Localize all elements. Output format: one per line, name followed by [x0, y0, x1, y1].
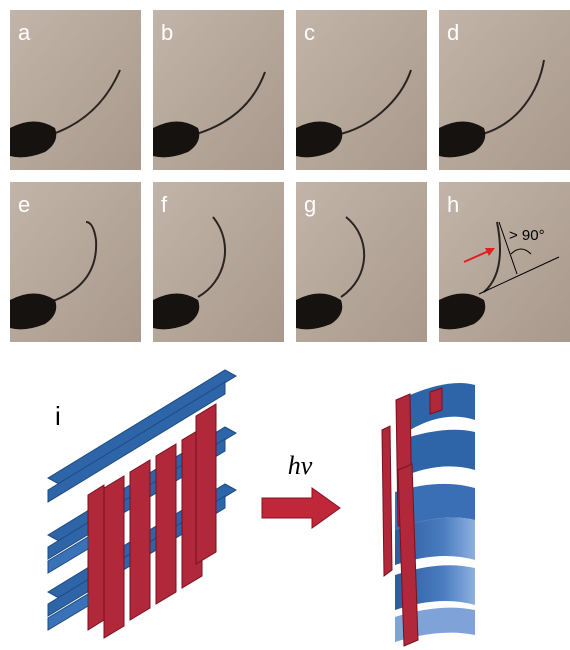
- photo-panel: d: [439, 10, 570, 170]
- figure: a b c d e f g h > 90° i hν: [0, 0, 570, 650]
- photo-panel: b: [153, 10, 284, 170]
- angle-annotation: > 90°: [509, 227, 545, 244]
- photo-panel: g: [296, 182, 427, 342]
- panel-label: c: [304, 20, 315, 45]
- panel-label: f: [161, 192, 168, 217]
- lattice: [48, 370, 236, 638]
- arrow-label: hν: [288, 451, 313, 480]
- panel-label: d: [447, 20, 459, 45]
- panel-label: b: [161, 20, 173, 45]
- photo-panel: e: [10, 182, 141, 342]
- panel-label: h: [447, 192, 459, 217]
- panel-label: g: [304, 192, 316, 217]
- panel-label: e: [18, 192, 30, 217]
- cylinder: [382, 383, 475, 646]
- arrow: hν: [262, 451, 340, 528]
- panel-label: a: [18, 20, 31, 45]
- photo-panels: a b c d e f g h > 90°: [10, 10, 570, 342]
- photo-panel: f: [153, 182, 284, 342]
- photo-panel: a: [10, 10, 141, 170]
- diagram-label: i: [55, 401, 61, 431]
- photo-panel: c: [296, 10, 427, 170]
- photo-panel: h > 90°: [439, 182, 570, 342]
